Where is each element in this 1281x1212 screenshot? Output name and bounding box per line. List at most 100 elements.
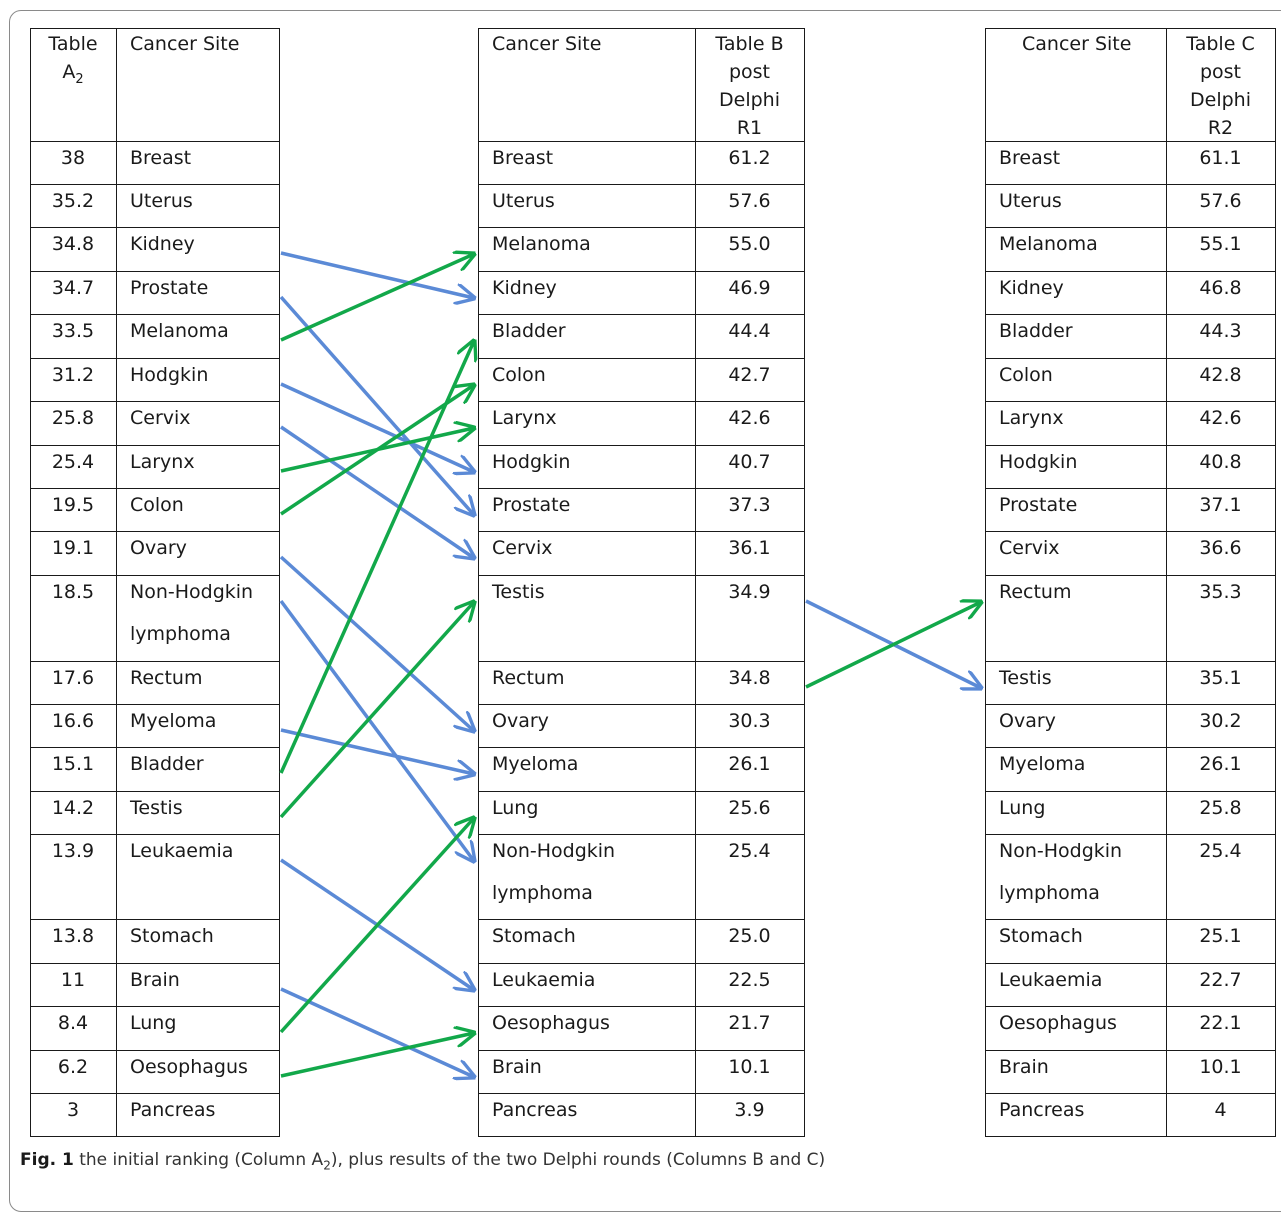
table-b-score: 46.9 [728, 277, 771, 299]
rank-header-subscript: 2 [75, 71, 84, 87]
table-a-site: Myeloma [130, 710, 217, 732]
table-b-site: Kidney [492, 277, 557, 299]
table-b-site: Larynx [492, 407, 557, 429]
table-row-rule [478, 919, 804, 920]
table-b-site: Bladder [492, 320, 566, 342]
table-a-score: 3 [66, 1099, 80, 1121]
table-c-score-header-line: post [1199, 61, 1242, 83]
table-c-score: 61.1 [1199, 147, 1242, 169]
table-row-rule [985, 1006, 1275, 1007]
table-a-site: Lung [130, 1012, 177, 1034]
table-c-border [985, 28, 1276, 1137]
table-row-rule [985, 445, 1275, 446]
table-b-site: Colon [492, 364, 546, 386]
table-row-rule [985, 227, 1275, 228]
a-to-b-blue-arrow [279, 295, 474, 515]
table-a-score: 11 [60, 969, 86, 991]
table-row-rule [985, 575, 1275, 576]
table-row-rule [478, 963, 804, 964]
table-a-site: Leukaemia [130, 840, 234, 862]
caption-subscript: 2 [323, 1158, 331, 1173]
table-row-rule [30, 271, 279, 272]
table-a-site: Oesophagus [130, 1056, 248, 1078]
table-b-site: Prostate [492, 494, 571, 516]
table-a-score: 35.2 [51, 190, 95, 212]
table-b-score: 61.2 [728, 147, 771, 169]
rank-header-line2: A2 [30, 58, 116, 94]
table-a-site: Larynx [130, 451, 195, 473]
table-a-site: Hodgkin [130, 364, 209, 386]
table-row-rule [30, 184, 279, 185]
table-row-rule [30, 963, 279, 964]
table-b-score: 57.6 [728, 190, 771, 212]
table-b-score: 25.0 [728, 925, 771, 947]
table-row-rule [30, 791, 279, 792]
rank-change-arrows [279, 0, 1281, 1179]
table-a-site: Stomach [130, 925, 214, 947]
a-to-b-blue-arrow [279, 555, 474, 731]
table-a-score: 25.8 [51, 407, 95, 429]
table-b-site: Non-Hodgkin [492, 840, 616, 862]
a-to-b-blue-arrow [280, 728, 474, 774]
table-row-rule [985, 314, 1275, 315]
table-a-divider [116, 28, 117, 1136]
table-a-score: 6.2 [57, 1056, 89, 1078]
table-b-score: 25.6 [728, 797, 771, 819]
table-c-site: Bladder [999, 320, 1073, 342]
table-c-site: Kidney [999, 277, 1064, 299]
table-b-score-header-line: Delphi [719, 89, 780, 111]
table-c-header-rule [985, 141, 1275, 142]
table-row-rule [985, 791, 1275, 792]
table-a-site: Testis [130, 797, 183, 819]
table-a-score: 34.8 [51, 233, 95, 255]
table-c-site-line2: lymphoma [999, 882, 1100, 904]
table-a-score: 33.5 [51, 320, 95, 342]
table-c-site: Non-Hodgkin [999, 840, 1123, 862]
table-a-score: 34.7 [51, 277, 95, 299]
table-c-score: 25.8 [1199, 797, 1242, 819]
table-row-rule [30, 531, 279, 532]
table-c-site: Myeloma [999, 753, 1086, 775]
a-to-b-blue-arrow [279, 599, 474, 861]
table-row-rule [478, 575, 804, 576]
caption-text-after: ), plus results of the two Delphi rounds… [330, 1150, 826, 1170]
table-row-rule [478, 1006, 804, 1007]
table-row-rule [478, 401, 804, 402]
table-row-rule [478, 704, 804, 705]
table-b-score: 25.4 [728, 840, 771, 862]
table-row-rule [985, 401, 1275, 402]
table-c-score: 10.1 [1199, 1056, 1242, 1078]
table-b-score: 36.1 [728, 537, 771, 559]
table-b-divider [695, 28, 696, 1136]
table-row-rule [985, 184, 1275, 185]
table-c-site: Brain [999, 1056, 1049, 1078]
table-a-score: 38 [60, 147, 86, 169]
table-c-site: Rectum [999, 581, 1072, 603]
table-c-score: 25.1 [1199, 925, 1242, 947]
table-row-rule [30, 834, 279, 835]
table-row-rule [478, 488, 804, 489]
figure-caption: Fig. 1 the initial ranking (Column A2), … [20, 1150, 825, 1172]
table-a-site: Uterus [130, 190, 193, 212]
a-to-b-green-arrow [280, 254, 474, 342]
table-b-score: 22.5 [728, 969, 771, 991]
table-a-site-line2: lymphoma [130, 623, 231, 645]
table-c-score-header-line: R2 [1207, 117, 1234, 139]
table-b-site-line2: lymphoma [492, 882, 593, 904]
table-a-score: 18.5 [51, 581, 95, 603]
table-row-rule [30, 1006, 279, 1007]
table-a-score: 15.1 [51, 753, 95, 775]
a-to-b-blue-arrow [280, 425, 474, 558]
table-c-site: Colon [999, 364, 1053, 386]
table-row-rule [478, 834, 804, 835]
a-to-b-green-arrow [279, 602, 474, 819]
table-c-site: Oesophagus [999, 1012, 1117, 1034]
table-b-site: Melanoma [492, 233, 591, 255]
table-b-site: Leukaemia [492, 969, 596, 991]
a-to-b-blue-arrow [280, 987, 474, 1077]
table-row-rule [478, 314, 804, 315]
table-row-rule [30, 747, 279, 748]
table-row-rule [30, 314, 279, 315]
table-a-site: Kidney [130, 233, 195, 255]
a-to-b-green-arrow [279, 818, 474, 1034]
